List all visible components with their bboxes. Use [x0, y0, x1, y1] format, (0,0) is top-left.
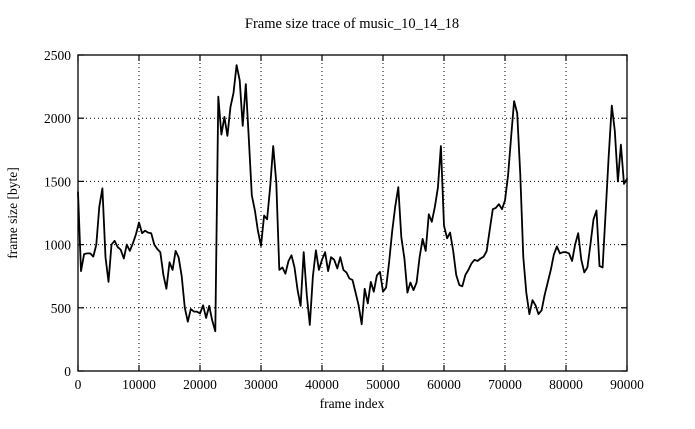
x-tick-label: 30000: [244, 377, 278, 392]
y-tick-label: 2500: [44, 48, 71, 63]
y-tick-label: 500: [51, 301, 72, 316]
y-tick-label: 1500: [44, 174, 71, 189]
y-tick-label: 0: [64, 364, 71, 379]
x-tick-label: 70000: [488, 377, 522, 392]
x-tick-label: 0: [75, 377, 82, 392]
y-tick-label: 2000: [44, 111, 71, 126]
x-tick-label: 20000: [183, 377, 217, 392]
plot-area: 0 10000 20000 30000 40000 50000 60000 70000 8000…: [44, 48, 644, 392]
x-tick-label: 60000: [427, 377, 461, 392]
plot-border: [77, 54, 628, 372]
frame-size-line: [77, 64, 628, 333]
y-tick-label: 1000: [44, 238, 71, 253]
x-tick-label: 50000: [366, 377, 400, 392]
y-axis-title: frame size [byte]: [5, 167, 20, 258]
chart-title: Frame size trace of music_10_14_18: [245, 16, 459, 32]
x-tick-label: 10000: [122, 377, 156, 392]
x-tick-label: 90000: [610, 377, 644, 392]
x-axis-title: frame index: [320, 396, 385, 411]
x-tick-label: 80000: [549, 377, 583, 392]
x-tick-label: 40000: [305, 377, 339, 392]
